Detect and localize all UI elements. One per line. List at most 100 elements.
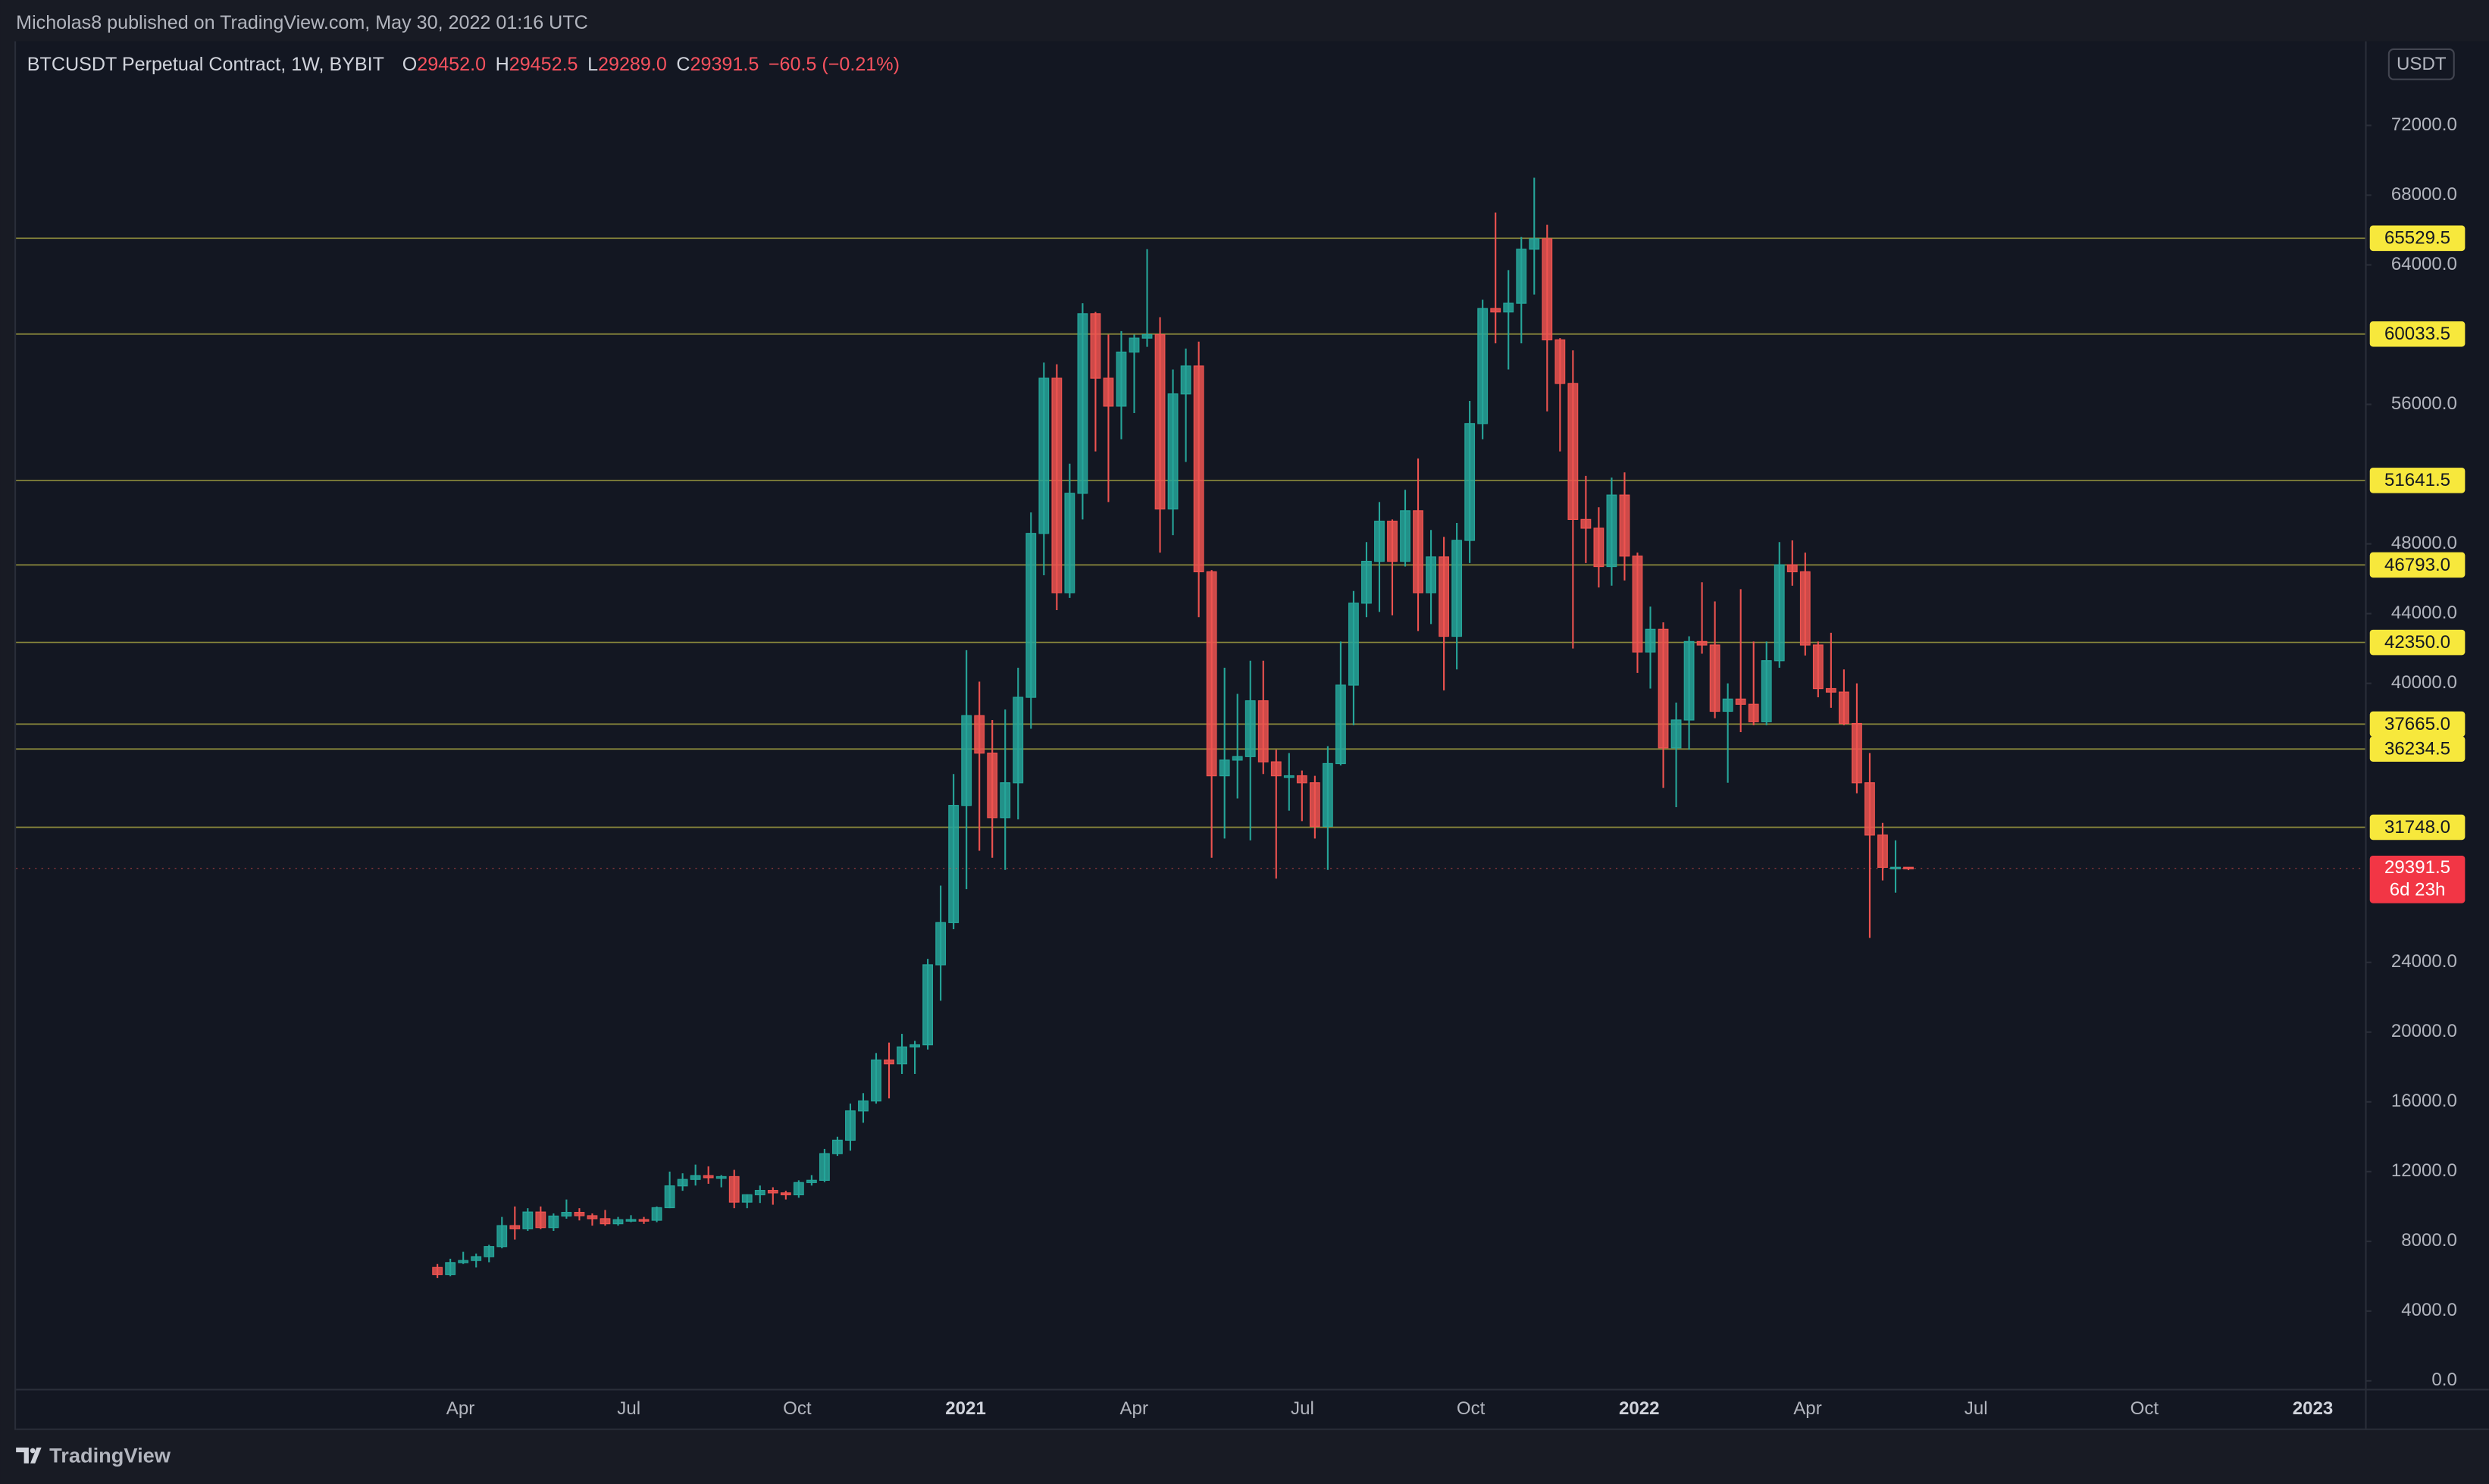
- y-tick-label: 64000.0: [2391, 254, 2457, 274]
- candle-body: [484, 1246, 495, 1257]
- level-label: 60033.5: [2384, 324, 2450, 344]
- candle-body: [1735, 698, 1746, 705]
- candle-body: [858, 1100, 869, 1112]
- candle-body: [1529, 238, 1540, 250]
- level-label-bg: [2369, 321, 2466, 347]
- candle-body: [961, 715, 972, 806]
- level-label: 46793.0: [2384, 555, 2450, 575]
- candle-body: [1683, 640, 1695, 721]
- ohlc-key: L: [587, 53, 598, 74]
- candle-body: [1154, 333, 1166, 510]
- candle-body: [948, 805, 960, 923]
- overlay: 0.0 4000.0 8000.0 12000.0 16000.0 20000.0 2400…: [446, 114, 2466, 1419]
- candle-body: [728, 1176, 740, 1203]
- y-tick-label: 4000.0: [2401, 1300, 2457, 1320]
- candle-body: [677, 1179, 688, 1187]
- countdown: 6d 23h: [2390, 879, 2446, 900]
- level-label-bg: [2369, 814, 2466, 841]
- candle-body: [1348, 603, 1359, 686]
- candle-body: [1270, 761, 1282, 777]
- candle-body: [1580, 518, 1592, 529]
- candle-body: [690, 1175, 701, 1180]
- ohlc-key: C: [676, 53, 690, 74]
- candle-body: [780, 1192, 791, 1196]
- chart-title: BTCUSDT Perpetual Contract, 1W, BYBIT: [27, 53, 384, 74]
- last-price-bg: [2369, 855, 2466, 903]
- candle-body: [522, 1211, 534, 1229]
- candle-body: [806, 1179, 817, 1183]
- candle-body: [1786, 564, 1798, 573]
- ohlc-value: 29452.5: [509, 53, 578, 74]
- candle-body: [741, 1194, 753, 1203]
- level-label-bg: [2369, 225, 2466, 252]
- level-label-bg: [2369, 468, 2466, 493]
- candle-body: [910, 1044, 920, 1047]
- candle-body: [1670, 719, 1682, 749]
- candle-body: [1257, 700, 1269, 762]
- candle-body: [535, 1211, 546, 1229]
- y-tick-label: 0.0: [2431, 1370, 2456, 1390]
- candle-body: [1387, 521, 1398, 562]
- candle-body: [1000, 782, 1011, 819]
- currency-button[interactable]: [2387, 48, 2455, 80]
- candle-body: [1361, 560, 1372, 604]
- candle-body: [600, 1218, 611, 1225]
- candle-body: [1632, 556, 1643, 653]
- candle-body: [1542, 238, 1553, 341]
- y-tick-label: 24000.0: [2391, 951, 2457, 972]
- candle-body: [1799, 571, 1811, 646]
- attribution: Micholas8 published on TradingView.com, …: [16, 12, 588, 33]
- candle-body: [1335, 684, 1346, 765]
- candle-body: [561, 1212, 572, 1217]
- level-label: 36234.5: [2384, 739, 2450, 759]
- candle-body: [1709, 644, 1720, 712]
- level-label: 65529.5: [2384, 228, 2450, 249]
- level-label-bg: [2369, 552, 2466, 578]
- x-tick-label: Oct: [783, 1398, 812, 1419]
- brand-icon-dot: [30, 1448, 36, 1454]
- candle-body: [1567, 383, 1579, 521]
- candle-body: [496, 1225, 508, 1248]
- y-tick-label: 8000.0: [2401, 1230, 2457, 1251]
- x-tick-label: 2022: [1619, 1398, 1660, 1419]
- candle-body: [548, 1215, 559, 1229]
- ohlc-key: H: [496, 53, 509, 74]
- candle-body: [1852, 722, 1862, 784]
- candle-body: [1400, 510, 1410, 562]
- x-tick-label: Jul: [1291, 1398, 1314, 1419]
- currency-button-label[interactable]: USDT: [2397, 54, 2447, 74]
- y-tick-label: 20000.0: [2391, 1021, 2457, 1041]
- candle-body: [471, 1256, 482, 1261]
- candle-body: [664, 1185, 675, 1209]
- candle-body: [1426, 556, 1436, 593]
- candle-body: [987, 753, 998, 819]
- candle-body: [1244, 700, 1256, 757]
- candle-body: [1193, 365, 1204, 573]
- candle-body: [884, 1059, 894, 1065]
- ohlc-value: 29289.0: [598, 53, 667, 74]
- level-label: 37665.0: [2384, 714, 2450, 734]
- candle-body: [1722, 698, 1733, 712]
- level-label: 51641.5: [2384, 470, 2450, 490]
- ohlc-legend: BTCUSDT Perpetual Contract, 1W, BYBIT O 2…: [27, 53, 900, 74]
- candle-body: [509, 1225, 521, 1229]
- candle-body: [1838, 691, 1849, 725]
- ohlc-key: O: [402, 53, 418, 74]
- x-tick-label: Apr: [1120, 1398, 1148, 1419]
- candle-body: [1219, 759, 1230, 777]
- candle-body: [703, 1175, 714, 1179]
- candle-body: [974, 715, 985, 754]
- candle-body: [625, 1219, 637, 1222]
- candle-body: [1232, 756, 1243, 761]
- level-label-bg: [2369, 711, 2466, 737]
- y-tick-label: 40000.0: [2391, 672, 2457, 693]
- candle-body: [1077, 313, 1088, 494]
- brand-name: TradingView: [49, 1444, 171, 1467]
- candle-body: [715, 1176, 727, 1179]
- candle-body: [1593, 528, 1605, 568]
- candle-body: [1296, 775, 1307, 784]
- x-tick-label: Oct: [2131, 1398, 2159, 1419]
- level-label: 31748.0: [2384, 817, 2450, 837]
- candle-body: [1877, 834, 1888, 868]
